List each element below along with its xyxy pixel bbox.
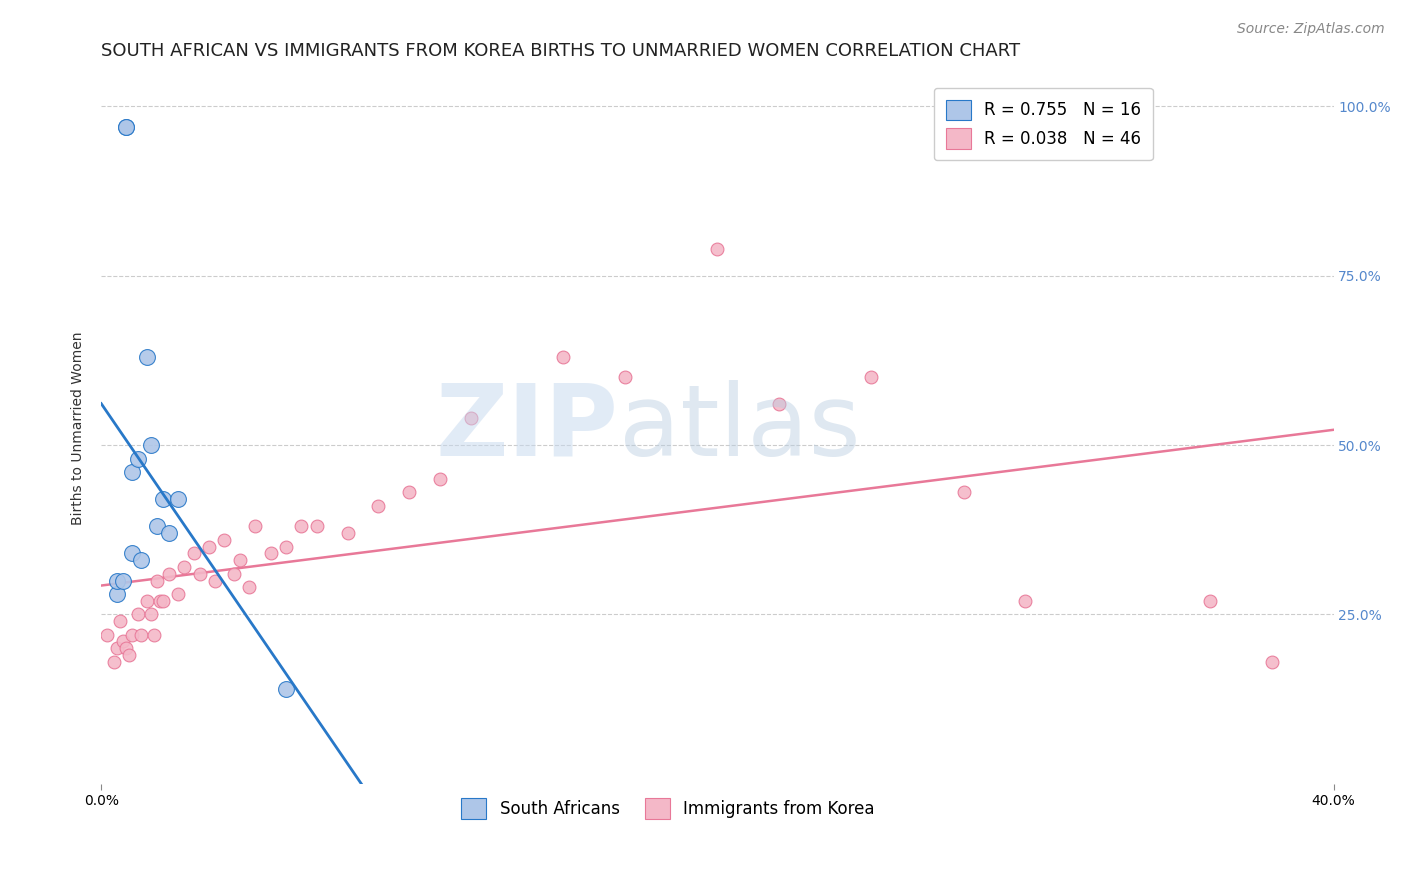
Point	[204, 574, 226, 588]
Point	[115, 641, 138, 656]
Point	[238, 580, 260, 594]
Text: SOUTH AFRICAN VS IMMIGRANTS FROM KOREA BIRTHS TO UNMARRIED WOMEN CORRELATION CHA: SOUTH AFRICAN VS IMMIGRANTS FROM KOREA B…	[101, 42, 1021, 60]
Point	[115, 120, 138, 134]
Point	[105, 587, 128, 601]
Point	[1261, 655, 1284, 669]
Point	[129, 553, 152, 567]
Point	[173, 560, 195, 574]
Point	[305, 519, 328, 533]
Point	[429, 472, 451, 486]
Point	[1014, 594, 1036, 608]
Point	[768, 397, 790, 411]
Point	[142, 628, 165, 642]
Point	[157, 566, 180, 581]
Point	[613, 370, 636, 384]
Point	[214, 533, 236, 547]
Point	[1199, 594, 1222, 608]
Point	[136, 594, 159, 608]
Point	[860, 370, 883, 384]
Point	[953, 485, 976, 500]
Y-axis label: Births to Unmarried Women: Births to Unmarried Women	[72, 331, 86, 524]
Point	[152, 492, 174, 507]
Point	[157, 526, 180, 541]
Point	[96, 628, 118, 642]
Point	[145, 519, 167, 533]
Point	[121, 628, 143, 642]
Point	[111, 634, 134, 648]
Point	[198, 540, 221, 554]
Point	[245, 519, 267, 533]
Point	[111, 574, 134, 588]
Text: ZIP: ZIP	[436, 380, 619, 476]
Point	[188, 566, 211, 581]
Text: atlas: atlas	[619, 380, 860, 476]
Point	[105, 641, 128, 656]
Point	[706, 242, 728, 256]
Point	[127, 451, 149, 466]
Point	[121, 546, 143, 560]
Point	[367, 499, 389, 513]
Point	[145, 574, 167, 588]
Point	[103, 655, 125, 669]
Point	[167, 492, 190, 507]
Point	[398, 485, 420, 500]
Text: Source: ZipAtlas.com: Source: ZipAtlas.com	[1237, 22, 1385, 37]
Point	[139, 607, 162, 622]
Point	[553, 350, 575, 364]
Point	[167, 587, 190, 601]
Point	[118, 648, 141, 662]
Point	[222, 566, 245, 581]
Point	[139, 438, 162, 452]
Point	[183, 546, 205, 560]
Point	[229, 553, 252, 567]
Point	[136, 350, 159, 364]
Legend: South Africans, Immigrants from Korea: South Africans, Immigrants from Korea	[454, 791, 882, 825]
Point	[129, 628, 152, 642]
Point	[127, 607, 149, 622]
Point	[290, 519, 312, 533]
Point	[121, 465, 143, 479]
Point	[149, 594, 172, 608]
Point	[115, 120, 138, 134]
Point	[108, 614, 131, 628]
Point	[460, 411, 482, 425]
Point	[259, 546, 281, 560]
Point	[336, 526, 359, 541]
Point	[152, 594, 174, 608]
Point	[274, 540, 297, 554]
Point	[274, 681, 297, 696]
Point	[105, 574, 128, 588]
